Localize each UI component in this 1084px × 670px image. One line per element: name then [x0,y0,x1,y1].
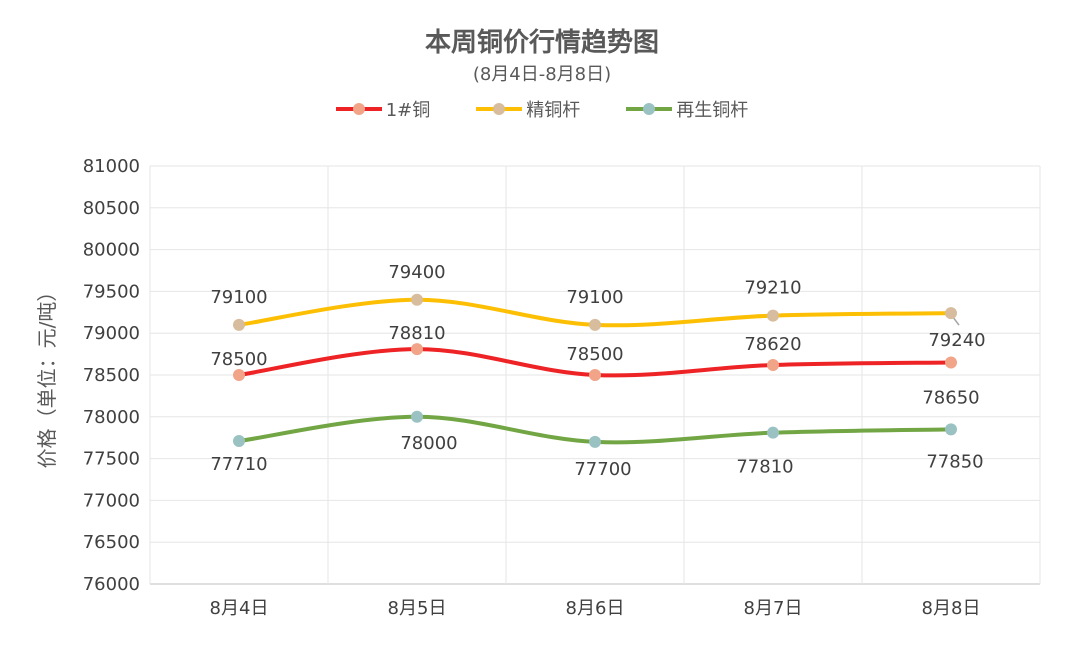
series-3-point-1 [233,435,245,448]
x-tick-label-3: 8月7日 [744,598,803,619]
legend-item-2: 精铜杆 [476,96,580,122]
data-label-series-3-point-2: 78000 [400,433,457,454]
x-tick-label-2: 8月6日 [566,598,625,619]
y-tick-label-8: 80000 [83,240,140,261]
y-tick-label-5: 78500 [83,365,140,386]
series-2-point-5 [945,307,957,320]
chart-title: 本周铜价行情趋势图 [424,28,659,58]
series-1-point-4 [767,358,779,371]
data-label-series-2-point-3: 79100 [566,287,623,308]
y-axis-title: 价格（单位：元/吨） [35,282,59,469]
legend-item-3: 再生铜杆 [626,96,748,122]
y-tick-label-6: 79000 [83,323,140,344]
x-tick-label-4: 8月8日 [922,598,981,619]
data-label-series-3-point-4: 77810 [736,457,793,478]
data-label-series-1-point-5: 78650 [922,387,979,408]
legend-marker-3 [643,103,656,115]
data-label-series-2-point-5: 79240 [928,330,985,351]
y-tick-label-2: 77000 [83,490,140,511]
legend-label-3: 再生铜杆 [676,100,749,121]
series-3-point-2 [411,410,423,423]
legend-marker-1 [352,103,365,115]
legend-swatch-2 [476,103,523,115]
leader-line-series-2-point-5 [952,316,960,326]
series-3-point-4 [767,426,779,439]
y-tick-label-3: 77500 [83,449,140,470]
data-label-series-2-point-1: 79100 [210,287,267,308]
legend-label-1: 1#铜 [385,100,431,121]
x-tick-label-0: 8月4日 [210,598,269,619]
chart-subtitle: (8月4日-8月8日) [472,64,612,85]
y-tick-label-10: 81000 [83,156,140,177]
series-3-point-5 [945,423,957,436]
data-label-series-3-point-5: 77850 [926,451,983,472]
data-label-series-2-point-2: 79400 [388,262,445,283]
series-1-point-3 [589,369,601,381]
series-3-point-3 [589,435,601,448]
legend-label-2: 精铜杆 [526,100,581,121]
y-tick-label-0: 76000 [83,574,140,595]
x-tick-label-1: 8月5日 [388,598,447,619]
series-2-point-3 [589,318,601,331]
legend-item-1: 1#铜 [335,96,431,122]
series-1-point-5 [945,356,957,369]
data-label-series-3-point-3: 77700 [574,459,631,480]
legend-swatch-1 [335,103,382,115]
y-tick-label-7: 79500 [83,281,140,302]
series-2-point-2 [411,293,423,306]
legend-marker-2 [493,103,506,115]
data-label-series-1-point-1: 78500 [210,349,267,370]
series-1-point-2 [411,343,423,356]
y-tick-label-4: 78000 [83,407,140,428]
y-tick-label-1: 76500 [83,532,140,553]
legend-swatch-3 [626,103,673,115]
data-label-series-1-point-2: 78810 [388,323,445,344]
data-label-series-2-point-4: 79210 [744,278,801,299]
data-label-series-3-point-1: 77710 [210,454,267,475]
series-2-point-4 [767,309,779,322]
series-1-point-1 [233,369,245,381]
legend: 1#铜 精铜杆 再生铜杆 [0,96,1084,122]
data-label-series-1-point-3: 78500 [566,344,623,365]
data-label-series-1-point-4: 78620 [744,334,801,355]
series-2-point-1 [233,318,245,331]
y-tick-label-9: 80500 [83,198,140,219]
